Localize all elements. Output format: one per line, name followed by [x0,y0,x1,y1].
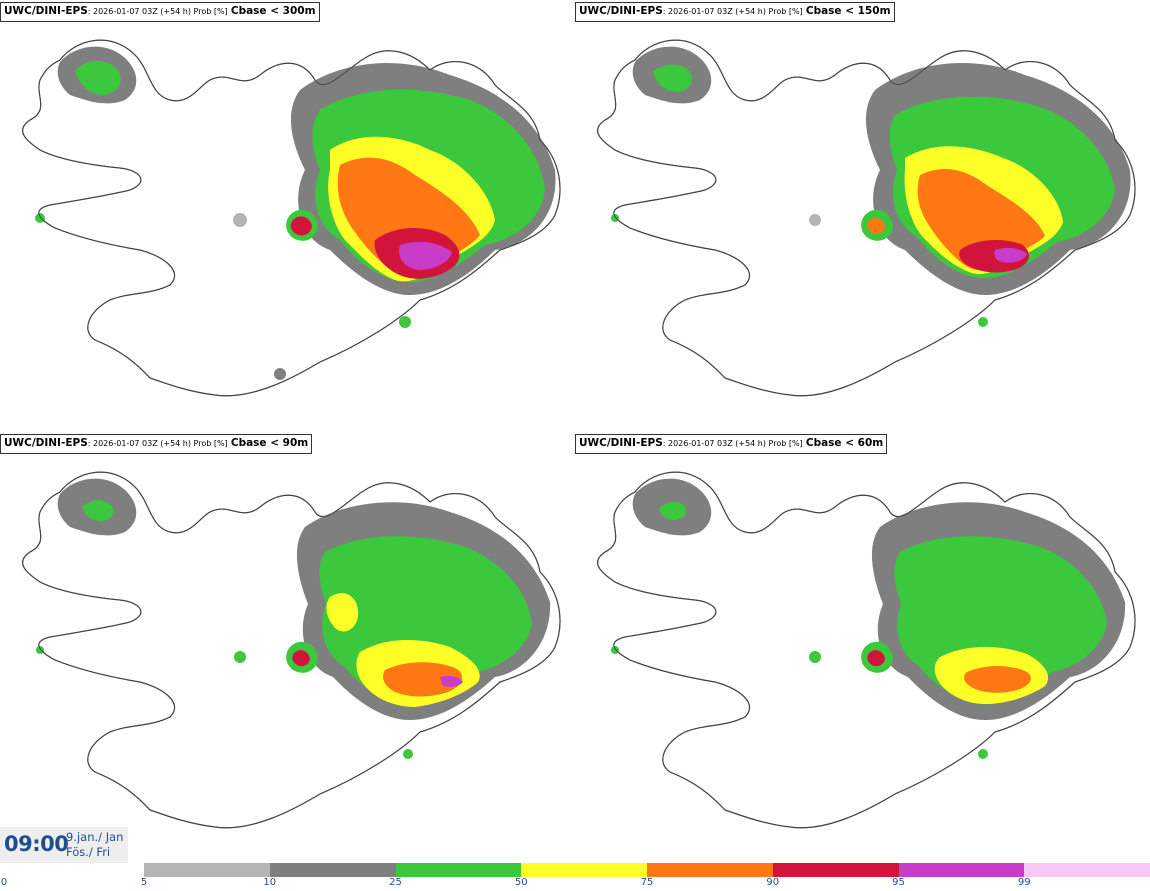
valid-time: 09:00 [4,832,69,856]
legend-tick-labels: 0 5 10 25 50 75 90 95 99 [0,877,1150,891]
variable-label: Cbase < 300m [230,5,316,17]
legend-swatch [395,863,522,877]
valid-date-line-2: Fös./ Fri [66,845,111,859]
panel-title: UWC/DINI-EPS: 2026-01-07 03Z (+54 h) Pro… [575,2,895,22]
map-panel-1: UWC/DINI-EPS: 2026-01-07 03Z (+54 h) Pro… [0,0,575,430]
map-panel-3: UWC/DINI-EPS: 2026-01-07 03Z (+54 h) Pro… [0,432,575,862]
panel-title: UWC/DINI-EPS: 2026-01-07 03Z (+54 h) Pro… [575,434,888,454]
probability-legend [144,863,1150,877]
run-meta: : 2026-01-07 03Z (+54 h) Prob [%] [87,439,228,448]
iceland-map [596,39,1136,397]
legend-swatch [898,863,1025,877]
legend-tick-label: 50 [514,877,528,888]
legend-swatch [269,863,396,877]
legend-tick-label: 90 [766,877,780,888]
legend-tick-label: 5 [140,877,148,888]
probability-field [611,478,1126,759]
legend-tick-label: 95 [892,877,905,888]
run-meta: : 2026-01-07 03Z (+54 h) Prob [%] [662,439,803,448]
run-meta: : 2026-01-07 03Z (+54 h) Prob [%] [87,7,228,16]
panel-title: UWC/DINI-EPS: 2026-01-07 03Z (+54 h) Pro… [0,434,313,454]
valid-date: 9.jan./ Jan Fös./ Fri [66,830,123,860]
run-meta: : 2026-01-07 03Z (+54 h) Prob [%] [662,7,803,16]
legend-tick-label: 25 [389,877,402,888]
legend-swatch [144,863,270,877]
legend-swatch [772,863,899,877]
model-name: UWC/DINI-EPS [579,437,663,449]
legend-swatch [647,863,773,877]
variable-label: Cbase < 90m [230,437,309,449]
probability-field [611,46,1131,327]
iceland-map [596,471,1136,829]
valid-date-line-1: 9.jan./ Jan [66,830,124,844]
legend-swatch [521,863,647,877]
valid-time-box: 09:00 9.jan./ Jan Fös./ Fri [0,827,128,863]
legend-tick-label: 99 [1017,877,1031,888]
legend-tick-label: 75 [640,877,654,888]
iceland-map [21,39,561,397]
probability-field [36,478,551,759]
map-panel-4: UWC/DINI-EPS: 2026-01-07 03Z (+54 h) Pro… [575,432,1150,862]
legend-tick-label: 10 [263,877,277,888]
panel-title: UWC/DINI-EPS: 2026-01-07 03Z (+54 h) Pro… [0,2,320,22]
model-name: UWC/DINI-EPS [4,437,88,449]
map-panel-2: UWC/DINI-EPS: 2026-01-07 03Z (+54 h) Pro… [575,0,1150,430]
variable-label: Cbase < 60m [805,437,884,449]
legend-tick-label: 0 [0,877,8,888]
probability-field [35,46,556,380]
variable-label: Cbase < 150m [805,5,891,17]
model-name: UWC/DINI-EPS [4,5,88,17]
legend-swatch [1024,863,1150,877]
model-name: UWC/DINI-EPS [579,5,663,17]
iceland-map [21,471,561,829]
